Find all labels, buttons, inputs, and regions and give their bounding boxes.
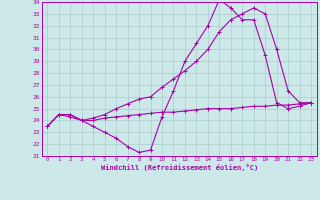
- X-axis label: Windchill (Refroidissement éolien,°C): Windchill (Refroidissement éolien,°C): [100, 164, 258, 171]
